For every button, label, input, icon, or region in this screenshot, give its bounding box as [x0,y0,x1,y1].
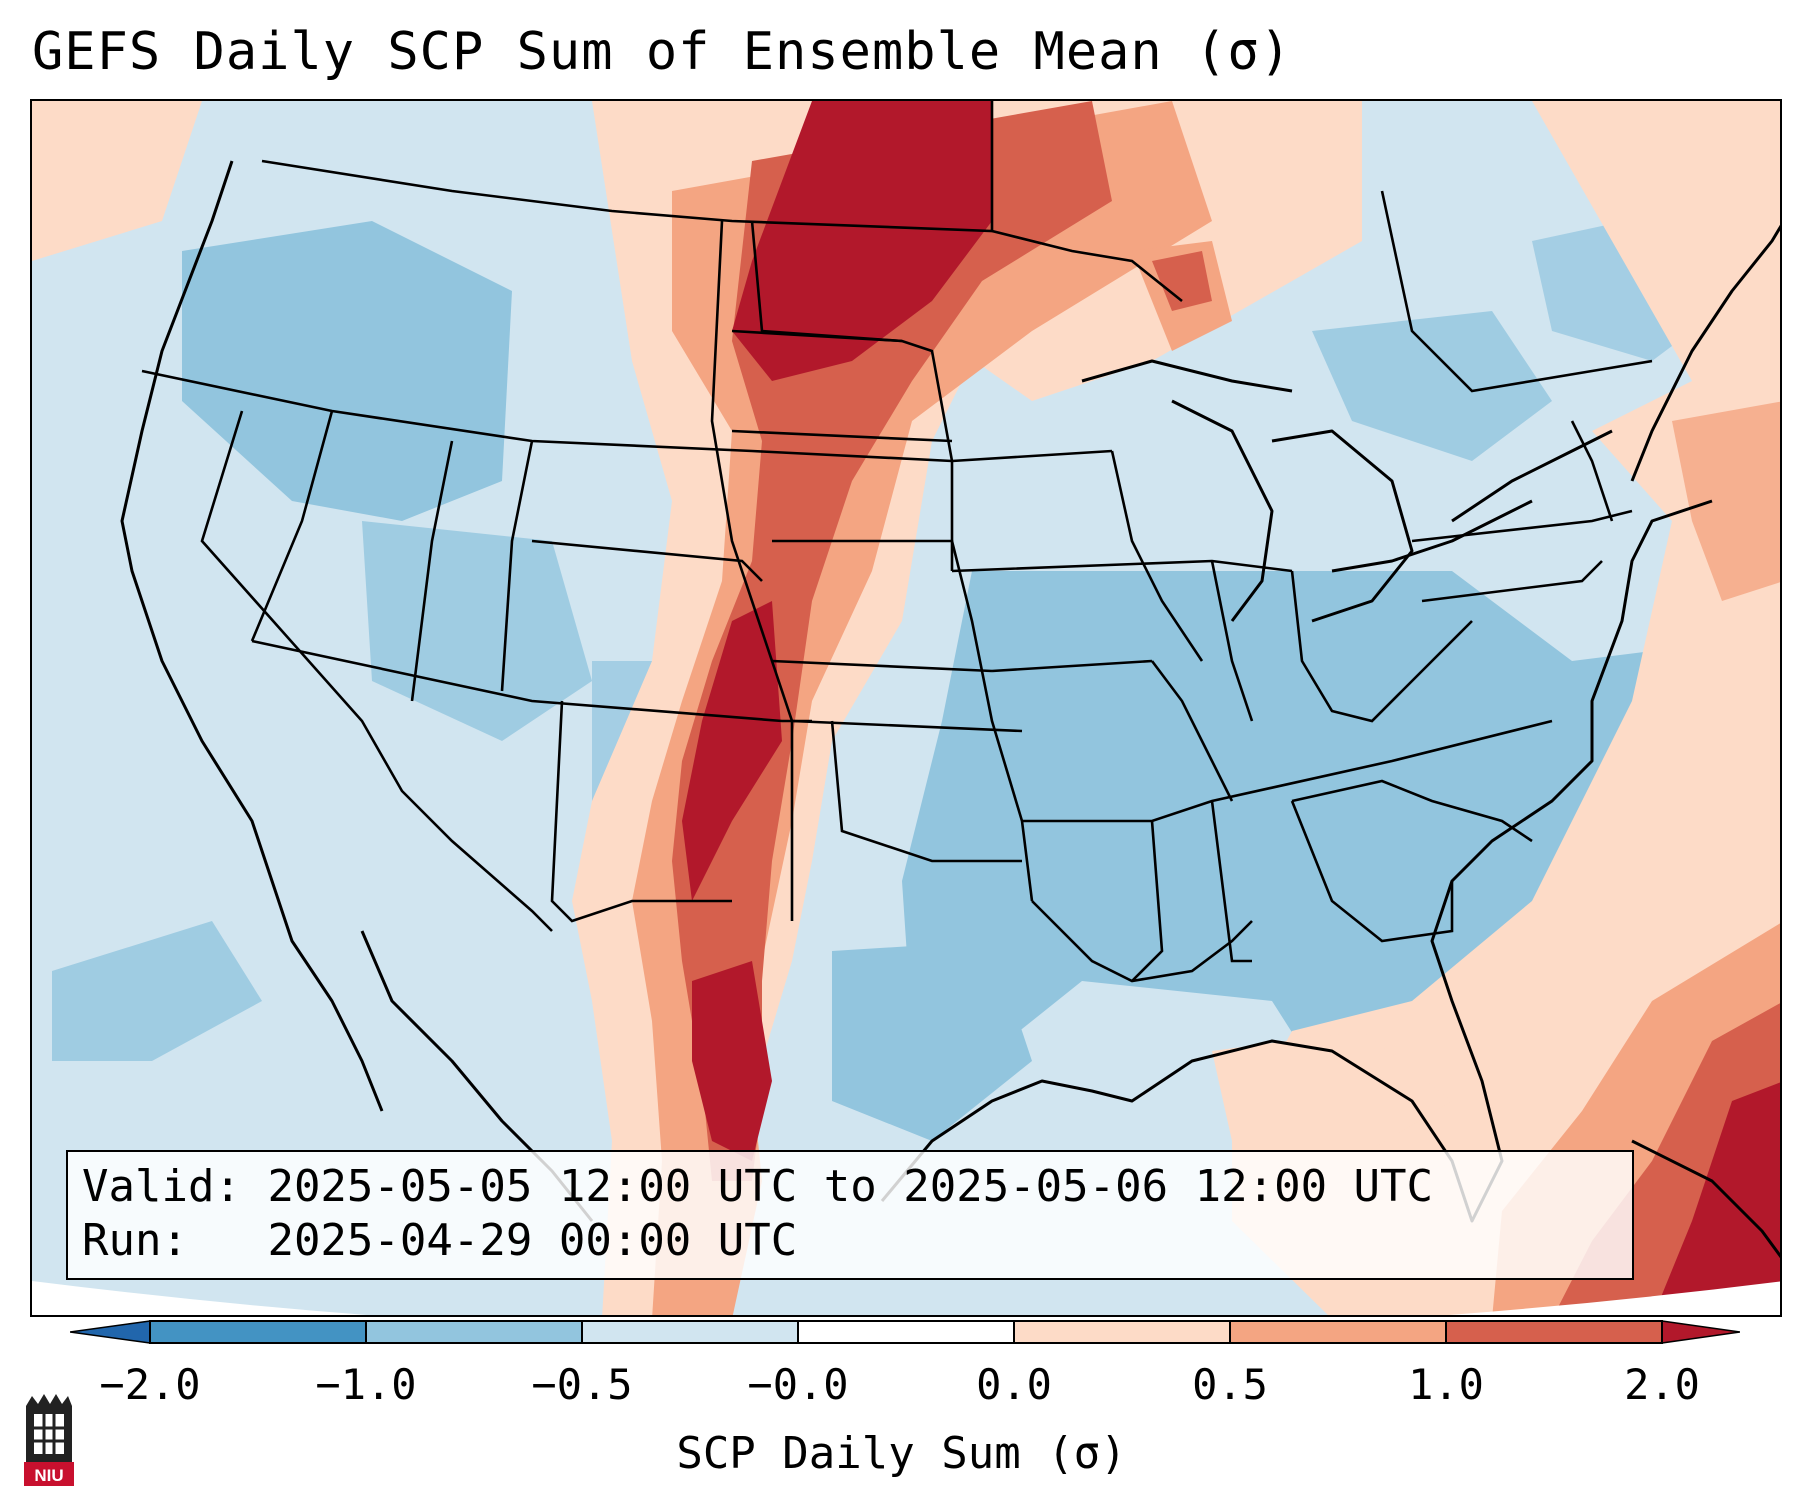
run-label: Run: [82,1215,188,1266]
colorbar-bin-3 [582,1321,798,1343]
colorbar-bin-5 [1014,1321,1230,1343]
valid-label: Valid: [82,1161,241,1212]
scp-field-map [32,101,1780,1315]
map-panel [30,99,1782,1317]
colorbar-tick: 0.0 [976,1360,1052,1409]
colorbar-tick: 0.5 [1192,1360,1268,1409]
colorbar-tick: 2.0 [1624,1360,1700,1409]
colorbar-bin-6 [1230,1321,1446,1343]
colorbar-label: SCP Daily Sum (σ) [676,1428,1127,1479]
colorbar-extend-high [1661,1320,1740,1344]
valid-run-info-box: Valid: 2025-05-05 12:00 UTC to 2025-05-0… [66,1150,1634,1280]
colorbar-tick: −1.0 [315,1360,417,1409]
colorbar-extend-low [70,1320,151,1344]
colorbar [70,1320,1740,1344]
colorbar-tick: −0.5 [531,1360,633,1409]
state-borders [141,101,1653,983]
colorbar-bin-1 [150,1321,366,1343]
niu-logo: NIU [24,1394,74,1486]
colorbar-tick: −0.0 [747,1360,849,1409]
colorbar-bin-7 [1446,1321,1662,1343]
valid-time-range: 2025-05-05 12:00 UTC to 2025-05-06 12:00… [267,1161,1434,1212]
projection-edge [32,1281,1780,1315]
colorbar-tick: 1.0 [1408,1360,1484,1409]
colorbar-tick-labels: −2.0 −1.0 −0.5 −0.0 0.0 0.5 1.0 2.0 [0,1360,1803,1420]
map-title: GEFS Daily SCP Sum of Ensemble Mean (σ) [32,22,1292,82]
logo-text: NIU [34,1466,63,1485]
colorbar-bin-2 [366,1321,582,1343]
colorbar-bin-4 [798,1321,1014,1343]
colorbar-tick: −2.0 [99,1360,201,1409]
run-time: 2025-04-29 00:00 UTC [267,1215,798,1266]
